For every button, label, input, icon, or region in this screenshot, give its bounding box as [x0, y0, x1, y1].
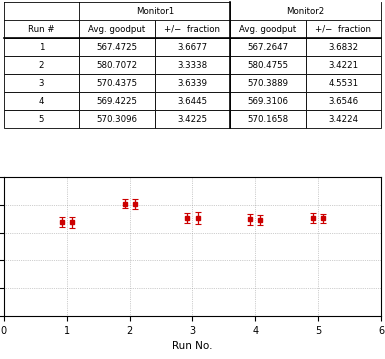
Text: Monitor1: Monitor1	[136, 7, 174, 16]
X-axis label: Run No.: Run No.	[172, 341, 213, 351]
Text: Monitor2: Monitor2	[286, 7, 325, 16]
